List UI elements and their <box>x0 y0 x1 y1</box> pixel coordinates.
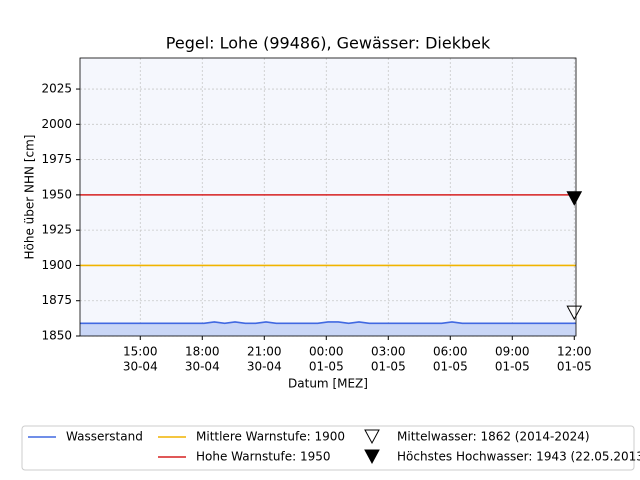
x-tick-label: 18:00 <box>185 345 220 359</box>
x-tick-label: 01-05 <box>433 360 468 374</box>
x-tick-label: 12:00 <box>557 345 592 359</box>
x-tick-label: 30-04 <box>247 360 282 374</box>
x-tick-label: 01-05 <box>371 360 406 374</box>
legend-label: Wasserstand <box>66 430 143 444</box>
x-tick-label: 00:00 <box>309 345 344 359</box>
x-tick-label: 30-04 <box>123 360 158 374</box>
y-tick-label: 1975 <box>41 152 72 166</box>
y-tick-label: 2000 <box>41 117 72 131</box>
legend-swatch <box>364 449 380 465</box>
y-tick-label: 1850 <box>41 329 72 343</box>
x-tick-label: 30-04 <box>185 360 220 374</box>
y-axis-label: Höhe über NHN [cm] <box>23 135 37 260</box>
marker <box>566 191 583 206</box>
plot <box>80 191 583 336</box>
legend-label: Mittelwasser: 1862 (2014-2024) <box>397 430 590 444</box>
y-tick-label: 1875 <box>41 293 72 307</box>
plot-frame <box>79 57 577 337</box>
marker <box>566 305 583 321</box>
line <box>80 321 576 325</box>
area <box>80 321 576 336</box>
x-tick-label: 06:00 <box>433 345 468 359</box>
x-tick-label: 09:00 <box>495 345 530 359</box>
x-tick-label: 01-05 <box>557 360 592 374</box>
x-tick-label: 01-05 <box>309 360 344 374</box>
x-tick-label: 21:00 <box>247 345 282 359</box>
chart-title: Pegel: Lohe (99486), Gewässer: Diekbek <box>166 34 491 53</box>
y-tick-label: 2025 <box>41 82 72 96</box>
y-tick-label: 1925 <box>41 223 72 237</box>
y-tick-label: 1950 <box>41 187 72 201</box>
legend-swatch <box>364 429 380 445</box>
plot-area <box>80 58 576 336</box>
x-tick-label: 03:00 <box>371 345 406 359</box>
x-tick-label: 15:00 <box>123 345 158 359</box>
legend-label: Hohe Warnstufe: 1950 <box>196 450 331 464</box>
legend-label: Höchstes Hochwasser: 1943 (22.05.2013) <box>397 450 640 464</box>
legend-items: Wasserstand Mittlere Warnstufe: 1900 Hohe … <box>28 429 640 465</box>
legend-label: Mittlere Warnstufe: 1900 <box>196 430 345 444</box>
y-tick-label: 1900 <box>41 258 72 272</box>
x-tick-label: 01-05 <box>495 360 530 374</box>
x-axis-label: Datum [MEZ] <box>288 377 368 391</box>
